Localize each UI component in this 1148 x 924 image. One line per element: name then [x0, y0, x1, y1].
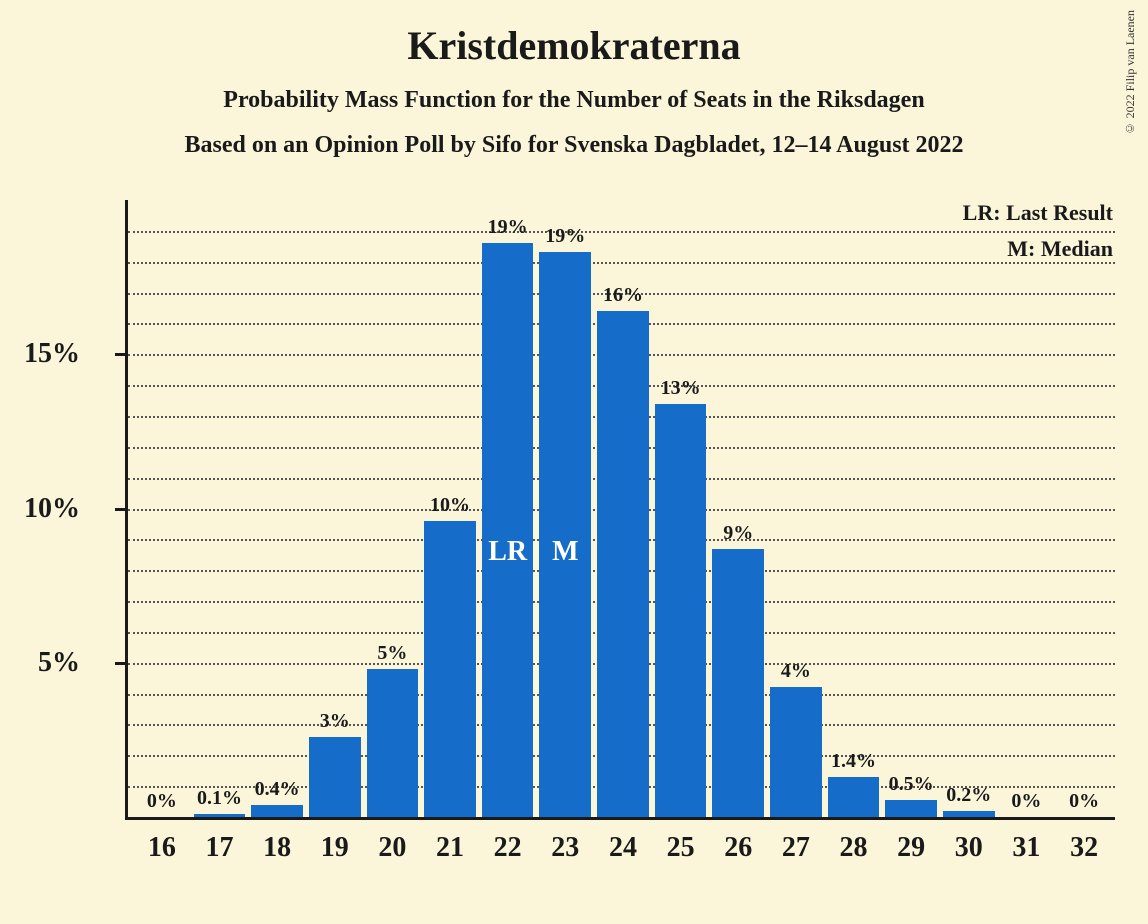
- x-axis-label: 32: [1055, 832, 1113, 864]
- bar-value-label: 0.5%: [889, 773, 934, 796]
- bar-value-label: 16%: [603, 284, 643, 307]
- x-axis-label: 24: [594, 832, 652, 864]
- x-axis-label: 31: [998, 832, 1056, 864]
- copyright-notice: © 2022 Filip van Laenen: [1123, 10, 1138, 135]
- y-tick: [115, 353, 125, 356]
- y-axis-label: 10%: [24, 493, 80, 525]
- bar-value-label: 1.4%: [831, 750, 876, 773]
- bar-slot: 0%: [134, 200, 190, 817]
- bar: [597, 311, 649, 817]
- bar: [367, 669, 419, 817]
- x-axis-label: 28: [825, 832, 883, 864]
- chart-area: 5%10%15% 0%0.1%0.4%3%5%10%19%LR19%M16%13…: [125, 200, 1115, 820]
- bar-value-label: 0%: [1069, 790, 1099, 813]
- bar: [309, 737, 361, 817]
- bar-value-label: 10%: [430, 494, 470, 517]
- bar-value-label: 13%: [661, 377, 701, 400]
- bar-slot: 13%: [653, 200, 709, 817]
- x-axis-label: 21: [421, 832, 479, 864]
- bar-inner-label-lr: LR: [488, 536, 527, 568]
- bar-slot: 0%: [1056, 200, 1112, 817]
- x-labels-container: 1617181920212223242526272829303132: [133, 832, 1113, 864]
- x-axis-label: 22: [479, 832, 537, 864]
- bar-slot: 10%: [422, 200, 478, 817]
- bar-value-label: 0.1%: [197, 787, 242, 810]
- bars-container: 0% 0.1% 0.4% 3% 5% 10% 19% LR 19% M 16% 13% 9% 4% 1.4%…: [133, 200, 1113, 817]
- bar-value-label: 4%: [781, 660, 811, 683]
- bar-value-label: 0%: [1011, 790, 1041, 813]
- bar-slot: 19% LR: [480, 200, 536, 817]
- x-axis-label: 23: [536, 832, 594, 864]
- x-axis-label: 25: [652, 832, 710, 864]
- bar-slot: 0.1%: [192, 200, 248, 817]
- bar-value-label: 3%: [320, 710, 350, 733]
- x-axis-label: 27: [767, 832, 825, 864]
- bar-slot: 9%: [710, 200, 766, 817]
- bar: [770, 687, 822, 817]
- bar: [943, 811, 995, 817]
- bar-slot: 16%: [595, 200, 651, 817]
- bar-value-label: 19%: [545, 225, 585, 248]
- x-axis-label: 16: [133, 832, 191, 864]
- bar: [712, 549, 764, 817]
- chart-title: Kristdemokraterna: [0, 0, 1148, 69]
- bar-value-label: 0%: [147, 790, 177, 813]
- bar-slot: 0.5%: [883, 200, 939, 817]
- bar-value-label: 9%: [723, 522, 753, 545]
- y-axis-label: 5%: [38, 647, 80, 679]
- x-axis: [125, 817, 1115, 820]
- bar-slot: 4%: [768, 200, 824, 817]
- chart-subtitle-2: Based on an Opinion Poll by Sifo for Sve…: [0, 132, 1148, 159]
- bar-value-label: 0.2%: [946, 784, 991, 807]
- bar-slot: 19% M: [537, 200, 593, 817]
- bar: [424, 521, 476, 817]
- bar-slot: 1.4%: [826, 200, 882, 817]
- bar: [828, 777, 880, 817]
- bar-value-label: 0.4%: [255, 778, 300, 801]
- bar-slot: 5%: [365, 200, 421, 817]
- bar-value-label: 19%: [488, 216, 528, 239]
- bar: [251, 805, 303, 817]
- bar-slot: 0.4%: [249, 200, 305, 817]
- chart-subtitle-1: Probability Mass Function for the Number…: [0, 87, 1148, 114]
- y-tick: [115, 508, 125, 511]
- bar: [539, 252, 591, 817]
- x-axis-label: 18: [248, 832, 306, 864]
- bar: [482, 243, 534, 817]
- x-axis-label: 17: [191, 832, 249, 864]
- x-axis-label: 30: [940, 832, 998, 864]
- x-axis-label: 19: [306, 832, 364, 864]
- bar: [194, 814, 246, 817]
- bar: [885, 800, 937, 817]
- x-axis-label: 26: [709, 832, 767, 864]
- y-axis-label: 15%: [24, 338, 80, 370]
- bar-value-label: 5%: [377, 642, 407, 665]
- bar-inner-label-m: M: [552, 536, 578, 568]
- bar-slot: 0%: [999, 200, 1055, 817]
- bar-slot: 0.2%: [941, 200, 997, 817]
- x-axis-label: 29: [882, 832, 940, 864]
- x-axis-label: 20: [364, 832, 422, 864]
- bar: [655, 404, 707, 817]
- y-tick: [115, 662, 125, 665]
- bar-slot: 3%: [307, 200, 363, 817]
